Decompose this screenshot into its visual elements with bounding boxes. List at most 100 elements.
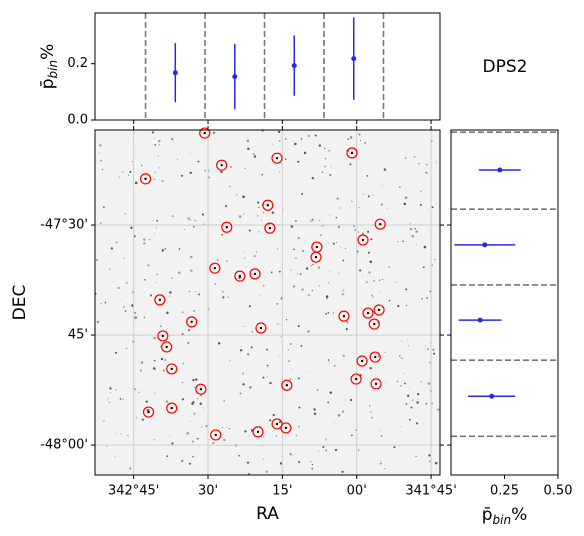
sky-noise <box>414 228 416 230</box>
sky-noise <box>225 204 228 208</box>
sky-noise <box>327 401 330 404</box>
sky-noise <box>333 422 335 424</box>
sky-noise <box>258 206 260 208</box>
sky-noise <box>205 424 208 428</box>
sky-noise <box>244 326 245 327</box>
sky-noise <box>270 271 273 274</box>
sky-noise <box>188 329 191 332</box>
sky-noise <box>396 380 399 383</box>
sky-noise <box>383 168 387 171</box>
label-suffix: % <box>511 505 527 525</box>
sky-noise <box>246 461 250 464</box>
sky-noise <box>161 179 164 183</box>
sky-noise <box>384 468 386 470</box>
sky-noise <box>358 133 361 136</box>
sky-noise <box>282 208 284 210</box>
sky-noise <box>202 407 204 409</box>
source-center <box>238 274 242 278</box>
x-tick-label: 342°45' <box>108 484 159 499</box>
sky-noise <box>183 228 185 230</box>
sky-noise <box>262 376 265 379</box>
sky-noise <box>107 397 109 399</box>
sky-noise <box>419 203 422 206</box>
sky-noise <box>384 382 386 384</box>
sky-noise <box>154 137 156 139</box>
sky-noise <box>129 170 132 174</box>
sky-noise <box>328 149 331 152</box>
sky-noise <box>368 271 371 274</box>
sky-noise <box>101 168 103 171</box>
source-marker <box>373 304 385 316</box>
sky-noise <box>289 343 292 346</box>
sky-noise <box>431 206 434 209</box>
sky-noise <box>404 382 406 385</box>
sky-noise <box>155 226 158 229</box>
sky-noise <box>338 207 340 209</box>
sky-noise <box>158 167 160 169</box>
plot-frame <box>94 129 441 476</box>
sky-noise <box>321 171 324 173</box>
sky-noise <box>350 137 353 140</box>
sky-noise <box>143 316 145 319</box>
sky-noise <box>141 418 144 421</box>
sky-image <box>95 130 440 475</box>
sky-noise <box>299 273 302 275</box>
y-tick-label: 45' <box>68 328 88 343</box>
sky-noise <box>408 418 411 421</box>
sky-noise <box>349 163 352 166</box>
sky-noise <box>222 296 225 299</box>
sky-noise <box>169 295 171 297</box>
sky-noise <box>425 402 427 405</box>
sky-noise <box>426 348 429 351</box>
sky-noise <box>437 408 440 411</box>
sky-noise <box>144 278 146 281</box>
sky-noise <box>193 309 196 312</box>
sky-noise <box>99 144 102 147</box>
source-center <box>165 345 168 349</box>
source-marker <box>186 316 198 328</box>
sky-noise <box>181 333 184 335</box>
source-center <box>190 320 193 324</box>
sky-noise <box>255 333 257 335</box>
sky-noise <box>189 421 191 423</box>
source-center <box>220 164 223 167</box>
sky-noise <box>422 266 425 269</box>
sky-noise <box>399 355 401 357</box>
source-center <box>275 156 279 160</box>
sky-noise <box>324 165 326 168</box>
source-marker <box>210 429 222 441</box>
sky-noise <box>123 306 125 308</box>
sky-noise <box>382 278 384 280</box>
source-marker <box>350 373 362 385</box>
sky-noise <box>180 174 183 177</box>
source-marker <box>234 270 246 282</box>
sky-noise <box>253 255 256 258</box>
sky-noise <box>347 138 350 140</box>
sky-noise <box>405 403 408 405</box>
source-center <box>366 311 370 315</box>
y-axis-label: DEC <box>10 285 30 321</box>
sky-noise <box>307 294 310 297</box>
sky-noise <box>149 294 152 297</box>
sky-noise <box>181 381 184 384</box>
sky-noise <box>156 219 159 222</box>
sky-noise <box>223 400 226 402</box>
sky-noise <box>217 259 219 261</box>
plot-frame <box>94 12 441 121</box>
sky-noise <box>138 335 140 337</box>
sky-noise <box>371 416 374 419</box>
sky-noise <box>121 171 124 173</box>
x-tick-label: 30' <box>198 484 218 499</box>
sky-noise <box>109 401 111 403</box>
sky-noise <box>377 252 379 254</box>
x-tick-label: 15' <box>272 484 292 499</box>
sky-noise <box>182 362 185 365</box>
sky-noise <box>311 218 314 222</box>
sky-noise <box>238 276 241 280</box>
source-marker <box>255 322 267 334</box>
sky-noise <box>133 388 136 391</box>
sky-noise <box>424 345 426 347</box>
sky-noise <box>139 369 143 372</box>
sky-noise <box>261 173 263 176</box>
sky-noise <box>363 193 364 195</box>
